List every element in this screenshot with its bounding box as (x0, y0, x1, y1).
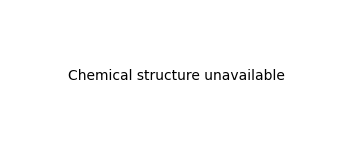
Text: Chemical structure unavailable: Chemical structure unavailable (67, 69, 285, 83)
